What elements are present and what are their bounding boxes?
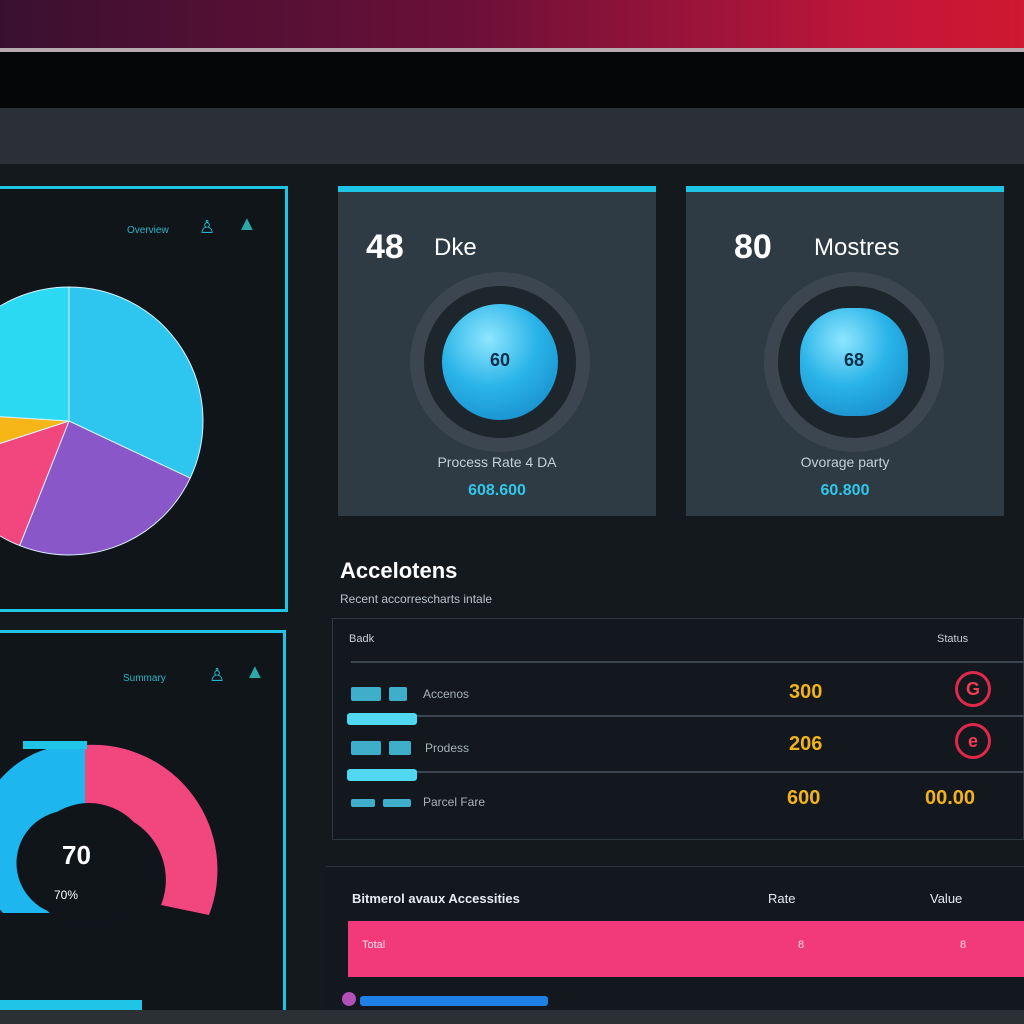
gauge-arc-pink — [85, 744, 218, 915]
gauge-chart — [0, 741, 218, 927]
summary-table: Bitmerol avaux Accessities Rate Value To… — [326, 866, 1024, 1010]
highlight-value: 8 — [960, 939, 967, 951]
stat-ring: 68 — [764, 272, 944, 452]
status-text: 00.00 — [925, 787, 976, 809]
stat-word: Dke — [434, 234, 477, 261]
row-indicator — [389, 741, 411, 755]
droplet-icon[interactable]: ▲ — [237, 213, 257, 235]
gauge-panel: Summary ♙ ▲ — [0, 630, 286, 1014]
window-titlebar — [0, 52, 1024, 108]
person-icon[interactable]: ♙ — [209, 665, 226, 685]
pie-slice[interactable] — [19, 420, 191, 556]
stat-value: 60.800 — [820, 482, 870, 499]
status-badge[interactable]: e — [955, 723, 991, 759]
pie-slice[interactable] — [68, 286, 204, 479]
pie-panel-label: Overview — [127, 225, 169, 236]
person-icon[interactable]: ♙ — [199, 217, 216, 237]
pie-chart-panel: Overview ♙ ▲ — [0, 186, 288, 612]
summary-header: Bitmerol avaux Accessities — [352, 891, 520, 906]
table-divider — [351, 661, 1024, 663]
stat-caption: Process Rate 4 DA — [437, 454, 557, 470]
stat-bubble: 60 — [442, 304, 558, 420]
gauge-value: 70 — [62, 840, 91, 870]
gauge-bottom-strip — [0, 1000, 142, 1010]
row-indicator — [389, 687, 407, 701]
status-badge[interactable]: G — [955, 671, 991, 707]
row-progress — [347, 769, 417, 781]
app-header — [0, 108, 1024, 164]
row-indicator — [351, 687, 381, 701]
activities-table: Badk Status Accenos 300 G Prodess 206 e … — [332, 618, 1024, 840]
table-divider — [351, 715, 1024, 717]
stat-number: 48 — [366, 228, 404, 266]
highlight-label: Total — [362, 939, 386, 951]
stat-number: 80 — [734, 228, 772, 266]
stat-value: 608.600 — [468, 482, 526, 499]
summary-column: Value — [930, 891, 963, 906]
pie-slice[interactable] — [0, 286, 70, 422]
gauge-top-strip — [23, 741, 87, 749]
row-indicator — [351, 799, 375, 807]
stat-card-2[interactable]: 80 Mostres 68 Ovorage party 60.800 — [686, 186, 1004, 516]
pie-slice[interactable] — [0, 413, 70, 463]
stat-bubble: 68 — [800, 308, 908, 416]
column-header: Status — [937, 633, 969, 645]
stat-card-1[interactable]: 48 Dke 60 Process Rate 4 DA 608.600 — [338, 186, 656, 516]
summary-column: Rate — [768, 891, 796, 906]
row-progress — [347, 713, 417, 725]
gauge-center — [27, 803, 151, 927]
stat-caption: Ovorage party — [800, 454, 890, 470]
highlight-row[interactable]: Total 8 8 — [348, 921, 1024, 977]
row-indicator — [351, 741, 381, 755]
stat-bubble-value: 60 — [489, 350, 511, 370]
activities-subtitle: Recent accorrescharts intale — [340, 592, 493, 606]
row-value: 206 — [789, 733, 823, 755]
bell-icon[interactable]: ▲ — [245, 661, 265, 683]
gauge-panel-label: Summary — [123, 673, 166, 684]
pie-chart — [0, 286, 204, 556]
progress-dot — [342, 992, 356, 1006]
row-indicator — [383, 799, 411, 807]
stat-bubble-value: 68 — [843, 350, 865, 370]
bottom-bar — [0, 1010, 1024, 1024]
highlight-value: 8 — [798, 939, 805, 951]
gauge-arc-blue — [0, 744, 85, 913]
row-label: Parcel Fare — [423, 795, 486, 809]
stat-ring: 60 — [410, 272, 590, 452]
top-divider — [0, 48, 1024, 52]
row-label: Accenos — [423, 687, 470, 701]
pie-slice[interactable] — [0, 420, 70, 547]
activities-title: Accelotens — [340, 558, 458, 583]
gauge-caption: 70% — [54, 888, 79, 902]
column-header: Badk — [349, 633, 375, 645]
top-gradient-bar — [0, 0, 1024, 50]
row-value: 600 — [787, 787, 821, 809]
stat-word: Mostres — [814, 234, 900, 261]
row-value: 300 — [789, 681, 823, 703]
row-label: Prodess — [425, 741, 470, 755]
table-divider — [351, 771, 1024, 773]
progress-bar — [360, 996, 548, 1006]
